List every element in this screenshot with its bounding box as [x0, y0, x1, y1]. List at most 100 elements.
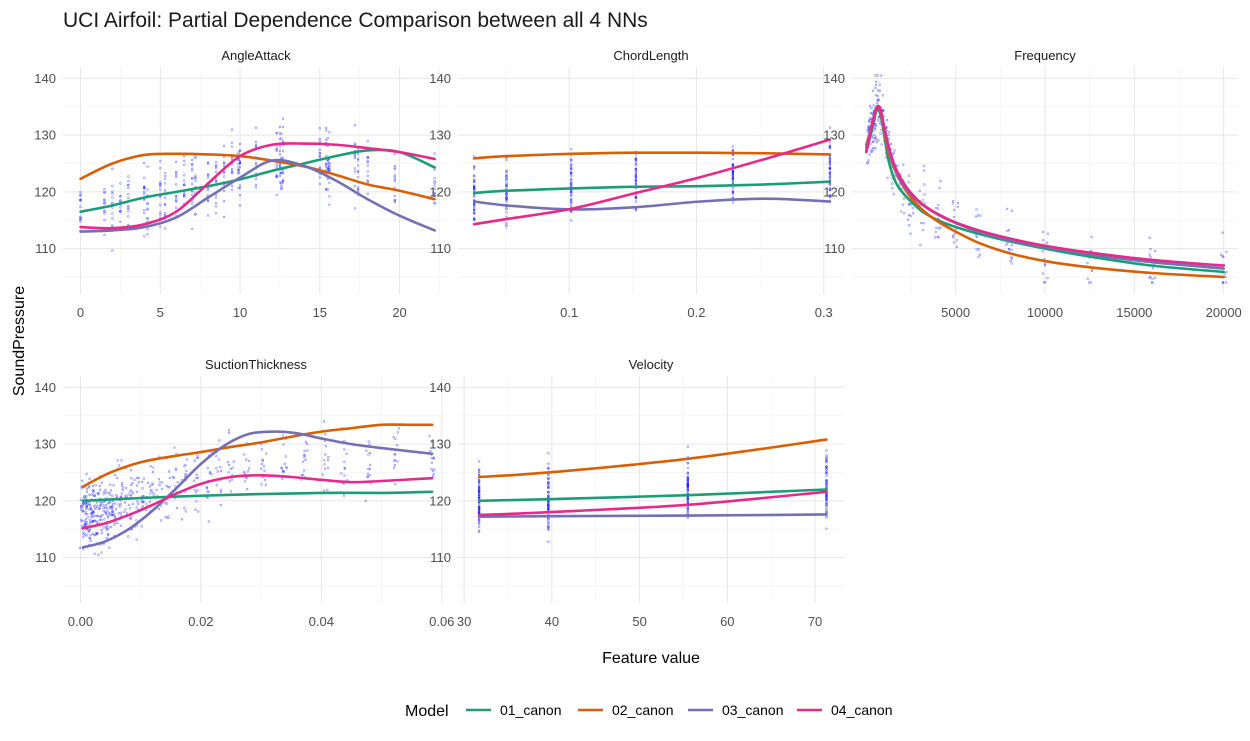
scatter-point: [283, 462, 286, 466]
scatter-point: [113, 523, 116, 526]
scatter-point: [167, 470, 171, 473]
scatter-point: [194, 213, 197, 216]
scatter-point: [146, 233, 149, 236]
y-tick-label: 140: [429, 380, 451, 395]
scatter-point: [547, 540, 550, 543]
scatter-point: [254, 161, 258, 165]
scatter-point: [159, 211, 162, 214]
scatter-point: [206, 162, 210, 165]
scatter-point: [119, 195, 122, 198]
scatter-point: [321, 473, 324, 476]
scatter-point: [318, 151, 321, 155]
scatter-point: [432, 473, 435, 476]
scatter-point: [731, 157, 735, 161]
scatter-point: [396, 431, 399, 434]
scatter-point: [245, 458, 248, 461]
scatter-point: [547, 462, 550, 465]
scatter-point: [194, 155, 197, 158]
scatter-point: [874, 83, 878, 87]
scatter-point: [109, 512, 112, 515]
scatter-point: [195, 476, 198, 480]
scatter-point: [922, 222, 925, 225]
x-tick-label: 0.3: [815, 305, 833, 320]
series-line-03_canon: [79, 158, 436, 233]
scatter-point: [118, 505, 122, 508]
scatter-point: [260, 448, 264, 451]
scatter-point: [143, 193, 146, 196]
series-line-02_canon: [79, 152, 436, 201]
scatter-point: [90, 515, 93, 519]
scatter-point: [303, 454, 306, 457]
scatter-point: [876, 74, 879, 77]
scatter-point: [214, 178, 218, 181]
scatter-point: [119, 199, 122, 202]
scatter-point: [547, 494, 550, 497]
scatter-point: [473, 203, 476, 206]
scatter-point: [366, 170, 369, 173]
scatter-point: [828, 195, 832, 198]
scatter-point: [686, 473, 689, 476]
scatter-point: [85, 520, 88, 524]
scatter-point: [328, 131, 331, 134]
scatter-point: [873, 133, 876, 137]
scatter-point: [103, 218, 106, 222]
scatter-point: [899, 210, 903, 213]
scatter-point: [825, 494, 828, 497]
scatter-point: [1222, 255, 1225, 259]
scatter-point: [877, 116, 881, 119]
scatter-point: [146, 481, 150, 484]
scatter-point: [825, 480, 828, 483]
scatter-point: [119, 514, 123, 517]
scatter-point: [569, 157, 573, 161]
scatter-point: [184, 474, 188, 477]
scatter-point: [938, 187, 941, 190]
scatter-point: [825, 479, 828, 482]
scatter-point: [281, 125, 285, 129]
y-tick-label: 130: [34, 128, 56, 143]
scatter-point: [1010, 248, 1013, 252]
scatter-point: [191, 193, 194, 197]
scatter-point: [175, 160, 178, 164]
scatter-point: [163, 171, 167, 175]
scatter-point: [431, 475, 435, 478]
scatter-point: [117, 464, 121, 467]
scatter-point: [281, 434, 285, 437]
scatter-point: [569, 174, 573, 177]
scatter-point: [87, 530, 90, 534]
scatter-point: [505, 197, 508, 200]
scatter-point: [353, 207, 357, 210]
scatter-point: [303, 449, 306, 453]
scatter-point: [109, 506, 112, 509]
scatter-point: [828, 167, 832, 171]
scatter-point: [569, 162, 573, 166]
scatter-point: [88, 528, 91, 531]
scatter-point: [871, 89, 875, 93]
scatter-point: [175, 175, 178, 179]
scatter-point: [205, 486, 209, 489]
scatter-point: [206, 200, 210, 203]
scatter-point: [343, 467, 346, 470]
scatter-point: [328, 163, 331, 166]
scatter-point: [686, 501, 689, 504]
scatter-point: [885, 118, 889, 122]
scatter-point: [230, 171, 234, 175]
scatter-point: [828, 144, 832, 148]
scatter-point: [975, 248, 978, 251]
scatter-point: [175, 173, 178, 177]
scatter-point: [1151, 267, 1155, 270]
scatter-point: [324, 453, 327, 456]
scatter-point: [117, 512, 121, 515]
scatter-point: [828, 186, 832, 190]
scatter-point: [146, 165, 149, 168]
scatter-point: [634, 179, 638, 182]
scatter-point: [217, 458, 221, 461]
scatter-point: [87, 485, 90, 488]
scatter-point: [825, 501, 828, 504]
scatter-point: [1005, 207, 1009, 211]
scatter-point: [260, 483, 263, 486]
scatter-point: [102, 526, 105, 529]
scatter-point: [245, 477, 248, 480]
scatter-point: [569, 167, 573, 170]
scatter-point: [1042, 281, 1046, 284]
